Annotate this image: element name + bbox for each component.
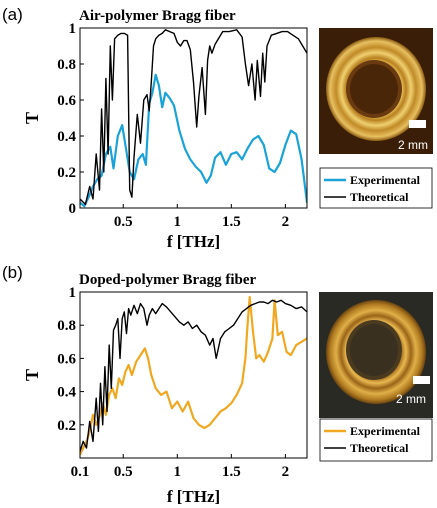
plot-frame-a [79, 27, 308, 209]
x-axis-label-a: f [THz] [167, 232, 220, 251]
x-tick-label-a: 1 [174, 214, 182, 230]
x-axis-label-b: f [THz] [167, 487, 220, 506]
legend-b: Experimental Theoretical [319, 418, 433, 462]
scale-bar-a [409, 120, 426, 128]
x-tick-label-a: 1.5 [222, 214, 241, 230]
x-tick-label-b: 1.5 [222, 464, 241, 480]
legend-label-b-experimental: Experimental [350, 424, 421, 438]
scale-bar-b [413, 376, 430, 384]
series-line-a-theoretical [80, 29, 307, 206]
panel-label-a: (a) [2, 5, 23, 24]
chart-title-b: Doped-polymer Bragg fiber [79, 272, 257, 288]
panel-a: (a) Air-polymer Bragg fiber 0.5 1 1.5 2 0 0.2… [2, 5, 433, 251]
y-tick-label-b: 0.2 [57, 418, 76, 434]
legend-label-b-theoretical: Theoretical [350, 441, 409, 455]
legend-box-b [319, 418, 433, 462]
axes-a: 0.5 1 1.5 2 0 0.2 0.4 0.6 0.8 1 f [THz] T [22, 21, 308, 251]
y-tick-label-a: 1 [69, 21, 77, 37]
y-tick-label-b: 0.8 [57, 318, 76, 334]
scale-label-a: 2 mm [398, 138, 428, 152]
y-tick-label-b: 0.6 [57, 351, 76, 367]
legend-label-a-theoretical: Theoretical [350, 190, 409, 204]
y-tick-label-b: 1 [69, 285, 77, 301]
x-tick-label-a: 2 [282, 214, 290, 230]
inset-photo-b: 2 mm [319, 292, 433, 418]
axes-b: 0.1 0.5 1 1.5 2 0.2 0.4 0.6 0.8 1 f [THz] T [22, 285, 308, 506]
inset-photo-a: 2 mm [319, 28, 433, 154]
y-tick-label-a: 0.4 [57, 129, 76, 145]
legend-box-a [319, 167, 433, 209]
y-tick-label-b: 0.4 [57, 385, 76, 401]
panel-label-b: (b) [2, 263, 23, 282]
x-tick-label-a: 0.5 [114, 214, 133, 230]
series-line-b-theoretical [80, 299, 307, 452]
x-tick-label-b: 0.5 [114, 464, 133, 480]
y-tick-label-a: 0.6 [57, 93, 76, 109]
x-tick-label-b: 1 [174, 464, 182, 480]
chart-title-a: Air-polymer Bragg fiber [79, 8, 236, 24]
panel-b: (b) Doped-polymer Bragg fiber 0.1 0.5 1 1.5… [2, 263, 433, 506]
y-axis-label-b: T [22, 369, 42, 381]
plot-frame-b [79, 291, 308, 459]
y-tick-label-a: 0.2 [57, 165, 76, 181]
legend-label-a-experimental: Experimental [350, 173, 421, 187]
y-tick-label-a: 0.8 [57, 57, 76, 73]
x-tick-label-b: 2 [282, 464, 290, 480]
series-line-b-experimental [80, 295, 307, 456]
x-tick-label-b: 0.1 [71, 464, 90, 480]
scale-label-b: 2 mm [396, 392, 426, 406]
legend-a: Experimental Theoretical [319, 167, 433, 209]
y-tick-label-a: 0 [69, 201, 77, 217]
y-axis-label-a: T [22, 112, 42, 124]
series-line-a-experimental [80, 73, 307, 208]
